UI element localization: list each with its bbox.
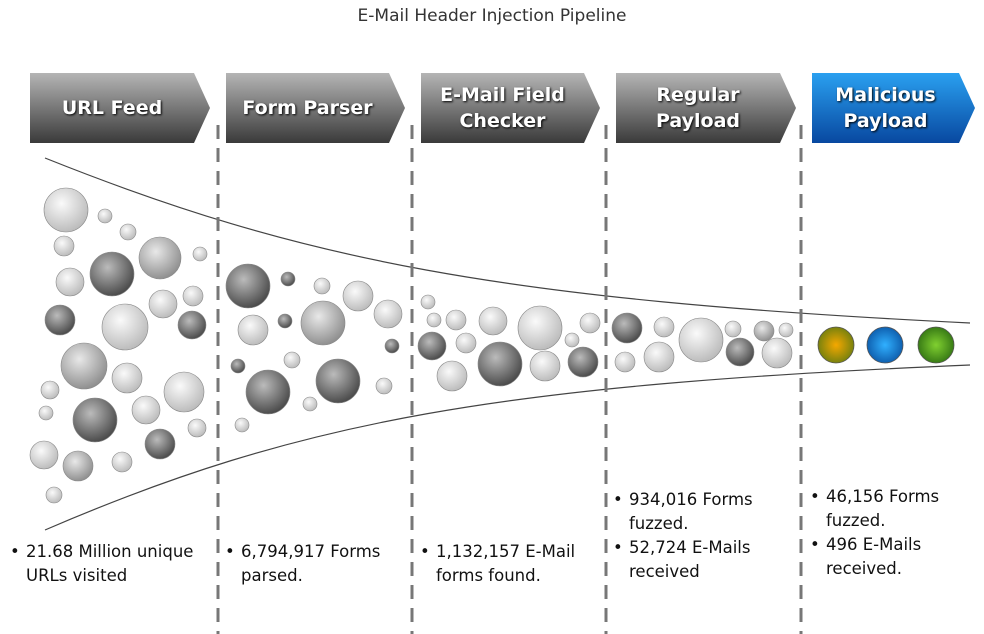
circle — [56, 268, 84, 296]
circle — [580, 313, 600, 333]
circle — [90, 252, 134, 296]
stage-label: E-Mail Field Checker — [421, 73, 600, 143]
circle — [46, 487, 62, 503]
stage-label: Malicious Payload — [812, 73, 975, 143]
circle — [178, 311, 206, 339]
circle — [446, 310, 466, 330]
circle — [374, 300, 402, 328]
note: 496 E-Mails received. — [810, 533, 980, 581]
note: 1,132,157 E-Mail forms found. — [420, 540, 600, 588]
circle — [39, 406, 53, 420]
circle — [193, 247, 207, 261]
circle — [45, 305, 75, 335]
circle — [644, 342, 674, 372]
circle — [478, 342, 522, 386]
circle — [284, 352, 300, 368]
note: 46,156 Forms fuzzed. — [810, 485, 980, 533]
circle — [568, 347, 598, 377]
circle — [120, 224, 136, 240]
circle — [479, 307, 507, 335]
stage-notes: 934,016 Forms fuzzed.52,724 E-Mails rece… — [613, 488, 793, 584]
circle — [303, 397, 317, 411]
highlight-circle — [867, 327, 903, 363]
stage-notes: 1,132,157 E-Mail forms found. — [420, 540, 600, 588]
circle — [54, 236, 74, 256]
circle — [316, 359, 360, 403]
highlight-circle — [818, 327, 854, 363]
circle — [456, 333, 476, 353]
circle — [188, 419, 206, 437]
circle — [226, 264, 270, 308]
circle — [231, 359, 245, 373]
circle — [139, 237, 181, 279]
note: 6,794,917 Forms parsed. — [225, 540, 405, 588]
circle — [421, 295, 435, 309]
circle — [314, 278, 330, 294]
circle — [427, 313, 441, 327]
circle — [726, 338, 754, 366]
circle — [73, 398, 117, 442]
stage-notes: 46,156 Forms fuzzed.496 E-Mails received… — [810, 485, 980, 581]
highlight-circle — [918, 327, 954, 363]
circle — [183, 286, 203, 306]
stage-label: Regular Payload — [616, 73, 796, 143]
circle — [725, 321, 741, 337]
circle — [762, 338, 792, 368]
circle — [132, 396, 160, 424]
circle — [779, 323, 793, 337]
note: 21.68 Million unique URLs visited — [10, 540, 210, 588]
circle — [44, 188, 88, 232]
stage-label: URL Feed — [30, 73, 210, 143]
stage-label: Form Parser — [226, 73, 405, 143]
circle — [63, 451, 93, 481]
stage-notes: 6,794,917 Forms parsed. — [225, 540, 405, 588]
circle — [238, 315, 268, 345]
circle — [112, 363, 142, 393]
circle — [281, 272, 295, 286]
circle — [437, 361, 467, 391]
circle — [565, 333, 579, 347]
circle — [164, 372, 204, 412]
circle — [385, 339, 399, 353]
stage-notes: 21.68 Million unique URLs visited — [10, 540, 210, 588]
circle — [301, 301, 345, 345]
circle — [112, 452, 132, 472]
circle — [679, 318, 723, 362]
circle — [98, 209, 112, 223]
circle — [41, 381, 59, 399]
diagram: E-Mail Header Injection Pipeline URL Fee… — [0, 0, 984, 634]
circle — [615, 352, 635, 372]
circle — [418, 332, 446, 360]
circle — [612, 313, 642, 343]
circle — [343, 281, 373, 311]
circle — [149, 290, 177, 318]
title: E-Mail Header Injection Pipeline — [0, 6, 984, 26]
circle — [145, 429, 175, 459]
circle — [30, 441, 58, 469]
circles — [30, 188, 954, 503]
circle — [530, 351, 560, 381]
circle — [235, 418, 249, 432]
circle — [376, 378, 392, 394]
circle — [518, 306, 562, 350]
circle — [654, 317, 674, 337]
circle — [754, 321, 774, 341]
circle — [246, 370, 290, 414]
note: 934,016 Forms fuzzed. — [613, 488, 793, 536]
note: 52,724 E-Mails received — [613, 536, 793, 584]
circle — [102, 304, 148, 350]
circle — [278, 314, 292, 328]
circle — [61, 343, 107, 389]
